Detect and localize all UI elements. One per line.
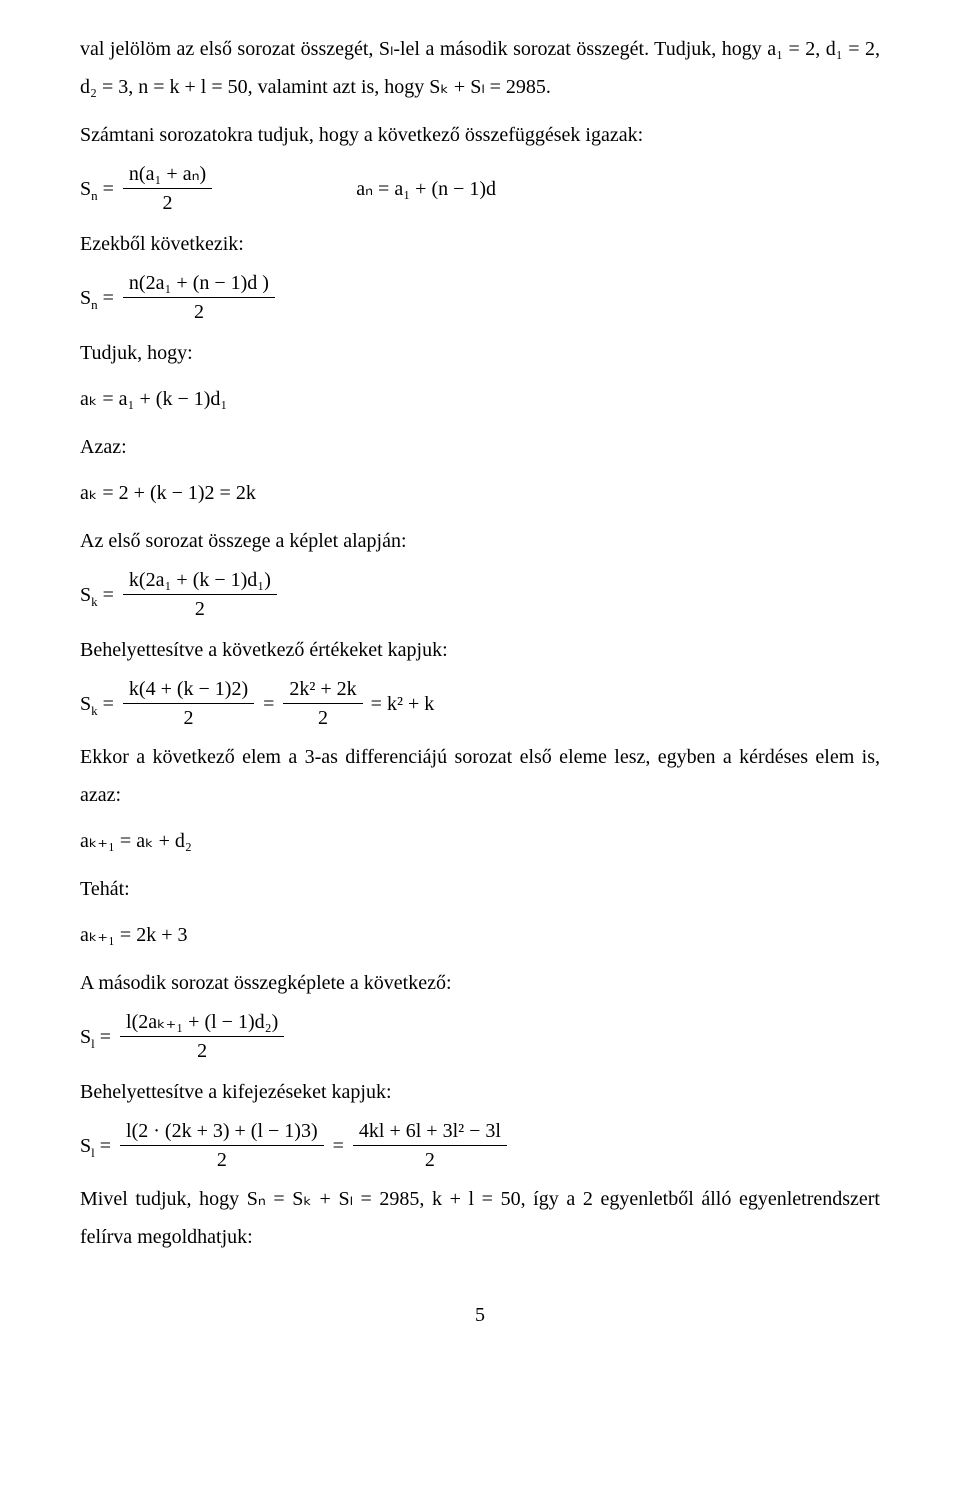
- page-number: 5: [80, 1296, 880, 1334]
- paragraph-intro: val jelölöm az első sorozat összegét, Sₗ…: [80, 30, 880, 106]
- sk-left: Sk =: [80, 576, 119, 614]
- equation-sk: Sk = k(2a₁ + (k − 1)d₁) 2: [80, 568, 880, 621]
- ak-value: aₖ = 2 + (k − 1)2 = 2k: [80, 474, 256, 512]
- an-formula: aₙ = a₁ + (n − 1)d: [356, 170, 496, 208]
- frac-sn2: n(2a₁ + (n − 1)d ) 2: [123, 271, 275, 324]
- label-therefore: Tehát:: [80, 870, 880, 908]
- frac-sk2a: k(4 + (k − 1)2) 2: [123, 677, 254, 730]
- label-that-is: Azaz:: [80, 428, 880, 466]
- frac-sk: k(2a₁ + (k − 1)d₁) 2: [123, 568, 277, 621]
- ak1-def: aₖ₊₁ = aₖ + d₂: [80, 822, 192, 860]
- equation-ak1-value: aₖ₊₁ = 2k + 3: [80, 916, 880, 954]
- frac-sk2b: 2k² + 2k 2: [283, 677, 362, 730]
- document-page: val jelölöm az első sorozat összegét, Sₗ…: [0, 0, 960, 1384]
- equation-sn-expanded: Sn = n(2a₁ + (n − 1)d ) 2: [80, 271, 880, 324]
- equation-ak1: aₖ₊₁ = aₖ + d₂: [80, 822, 880, 860]
- paragraph-first-sum: Az első sorozat összege a képlet alapján…: [80, 522, 880, 560]
- paragraph-subst: Behelyettesítve a következő értékeket ka…: [80, 631, 880, 669]
- frac-sl: l(2aₖ₊₁ + (l − 1)d₂) 2: [120, 1010, 284, 1063]
- paragraph-subst2: Behelyettesítve a kifejezéseket kapjuk:: [80, 1073, 880, 1111]
- equation-sl: Sl = l(2aₖ₊₁ + (l − 1)d₂) 2: [80, 1010, 880, 1063]
- frac-sn: n(a₁ + aₙ) 2: [123, 162, 212, 215]
- label-follows: Ezekből következik:: [80, 225, 880, 263]
- ak1-value: aₖ₊₁ = 2k + 3: [80, 916, 187, 954]
- paragraph-solve: Mivel tudjuk, hogy Sₙ = Sₖ + Sₗ = 2985, …: [80, 1180, 880, 1256]
- sn-left: Sn =: [80, 170, 119, 208]
- equals3: =: [328, 1127, 349, 1165]
- paragraph-next-elem: Ekkor a következő elem a 3-as differenci…: [80, 738, 880, 814]
- sl-left2: Sl =: [80, 1127, 116, 1165]
- equation-ak-value: aₖ = 2 + (k − 1)2 = 2k: [80, 474, 880, 512]
- equation-sn-an: Sn = n(a₁ + aₙ) 2 aₙ = a₁ + (n − 1)d: [80, 162, 880, 215]
- equation-sl-subst: Sl = l(2 · (2k + 3) + (l − 1)3) 2 = 4kl …: [80, 1119, 880, 1172]
- frac-sl2b: 4kl + 6l + 3l² − 3l 2: [353, 1119, 507, 1172]
- sl-left: Sl =: [80, 1018, 116, 1056]
- ak-formula: aₖ = a₁ + (k − 1)d₁: [80, 380, 227, 418]
- sn-left2: Sn =: [80, 279, 119, 317]
- label-know: Tudjuk, hogy:: [80, 334, 880, 372]
- paragraph-second-sum: A második sorozat összegképlete a követk…: [80, 964, 880, 1002]
- equation-ak: aₖ = a₁ + (k − 1)d₁: [80, 380, 880, 418]
- equals1: =: [258, 685, 279, 723]
- paragraph-relations: Számtani sorozatokra tudjuk, hogy a köve…: [80, 116, 880, 154]
- frac-sl2a: l(2 · (2k + 3) + (l − 1)3) 2: [120, 1119, 324, 1172]
- equals2: = k² + k: [371, 685, 435, 723]
- equation-sk-subst: Sk = k(4 + (k − 1)2) 2 = 2k² + 2k 2 = k²…: [80, 677, 880, 730]
- sk-left2: Sk =: [80, 685, 119, 723]
